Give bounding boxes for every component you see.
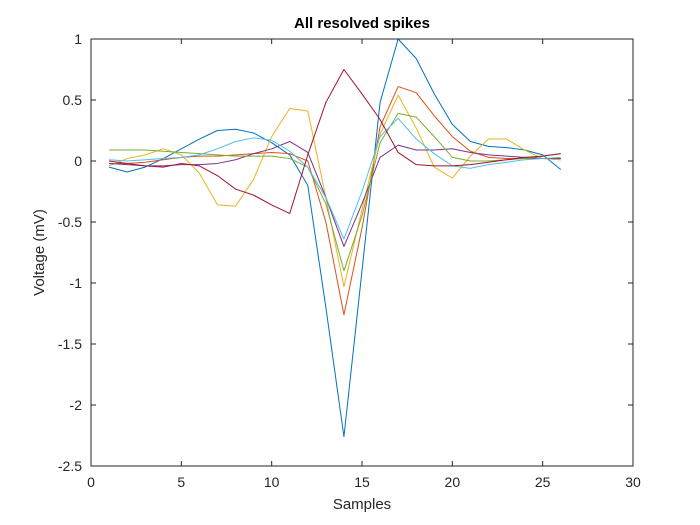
x-tick-label: 10	[264, 474, 280, 490]
series-line-2	[109, 86, 561, 316]
y-tick-label: -2	[70, 397, 83, 413]
series-line-5	[109, 112, 561, 272]
x-tick-label: 20	[445, 474, 461, 490]
x-axis-ticks: 0 5 10 15 20 25 30	[87, 39, 641, 490]
y-axis-label: Voltage (mV)	[31, 209, 48, 296]
y-tick-label: -1	[70, 275, 83, 291]
series-line-7	[109, 69, 561, 214]
y-tick-label: -0.5	[58, 214, 82, 230]
x-tick-label: 15	[354, 474, 370, 490]
y-tick-label: 0	[74, 153, 82, 169]
y-tick-label: 0.5	[63, 92, 83, 108]
series-line-6	[109, 117, 561, 240]
series-line-3	[108, 94, 561, 288]
y-axis-ticks: -2.5 -2 -1.5 -1 -0.5 0 0.5 1	[58, 31, 633, 474]
x-tick-label: 30	[625, 474, 641, 490]
plot-area-frame	[90, 38, 634, 467]
series-line-4	[109, 140, 561, 247]
plot-series-group	[108, 38, 562, 438]
chart-title: All resolved spikes	[294, 15, 430, 32]
x-tick-label: 5	[177, 474, 185, 490]
y-tick-label: -2.5	[58, 458, 82, 474]
x-tick-label: 0	[87, 474, 95, 490]
y-tick-label: -1.5	[58, 336, 82, 352]
x-axis-label: Samples	[333, 496, 391, 513]
y-tick-label: 1	[74, 31, 82, 47]
x-tick-label: 25	[535, 474, 551, 490]
series-line-1	[108, 38, 562, 438]
